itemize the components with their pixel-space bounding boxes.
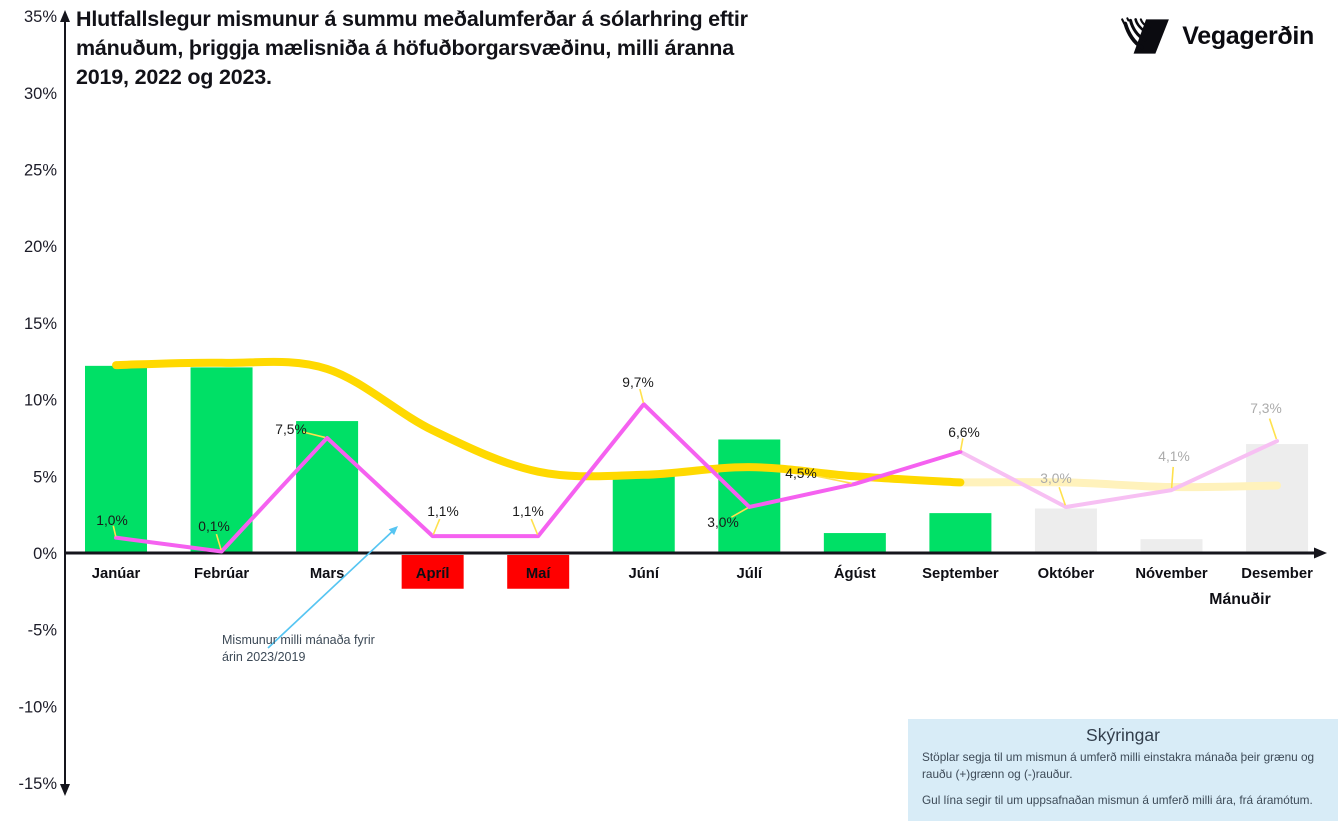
annotation-arrow-line	[267, 527, 397, 649]
label-leader-line	[432, 518, 441, 535]
label-leader-line	[1058, 487, 1067, 506]
monthly-line-solid	[114, 402, 963, 554]
month-label-apríl: Apríl	[416, 566, 450, 582]
chart-title-line2: mánuðum, þriggja mælisniða á höfuðborgar…	[76, 36, 734, 60]
point-label-september: 6,6%	[948, 425, 979, 440]
label-leader-line	[1170, 466, 1174, 489]
label-leader-line	[818, 475, 852, 485]
annotation-arrow	[267, 526, 398, 649]
month-label-mars: Mars	[310, 566, 345, 582]
label-leader-line	[530, 518, 539, 535]
month-label-október: Október	[1038, 566, 1095, 582]
y-tick-labels: 35% 30% 25% 20% 15% 10% 5% 0% -5% -10% -15%	[18, 8, 57, 793]
label-leader-line	[1268, 418, 1278, 440]
y-tick-10%: 10%	[24, 392, 57, 410]
bar-júní	[612, 474, 675, 553]
legend-text-bars: Stöplar segja til um mismun á umferð mil…	[922, 750, 1315, 781]
cumulative-line-group	[112, 357, 1282, 492]
bar-apríl	[401, 555, 464, 589]
monthly-line-group	[114, 402, 1280, 554]
bar-júlí	[718, 439, 781, 553]
point-label-maí: 1,1%	[512, 504, 543, 519]
x-tick-labels: Janúar Febrúar Mars Apríl Maí Júní Júlí Ágúst Se…	[92, 565, 1313, 582]
y-tick-25%: 25%	[24, 162, 57, 180]
annotation-arrow-head	[388, 526, 398, 536]
bar-september	[929, 513, 992, 553]
bar-ágúst	[823, 533, 886, 553]
month-label-júní: Júní	[629, 566, 660, 582]
label-leader-line	[215, 533, 222, 551]
point-label-ágúst: 4,5%	[785, 466, 816, 481]
bar-janúar	[85, 365, 147, 553]
y-tick-20%: 20%	[24, 238, 57, 256]
vegagerdin-logo: Vegagerðin	[1118, 14, 1314, 58]
vegagerdin-logo-icon	[1121, 17, 1170, 54]
cumulative-line-solid	[112, 357, 965, 487]
label-leader-line	[959, 438, 964, 451]
y-tick--5%: -5%	[28, 622, 58, 640]
label-leader-line	[639, 388, 645, 404]
bar-mars	[296, 421, 359, 553]
bar-nóvember	[1140, 539, 1203, 553]
x-axis-arrow-right	[1314, 547, 1327, 559]
bar-desember	[1246, 444, 1309, 553]
label-leader-line	[112, 525, 117, 537]
y-tick--15%: -15%	[18, 775, 57, 793]
chart-title-line3: 2019, 2022 og 2023.	[76, 65, 272, 89]
month-label-nóvember: Nóvember	[1135, 566, 1208, 582]
bar-maí	[507, 555, 570, 589]
y-tick-35%: 35%	[24, 8, 57, 26]
axes-group	[60, 10, 1327, 796]
chart-title: Hlutfallslegur mismunur á summu meðalumf…	[76, 5, 916, 92]
y-tick--10%: -10%	[18, 698, 57, 716]
point-label-desember: 7,3%	[1250, 401, 1281, 416]
point-label-júní: 9,7%	[622, 375, 653, 390]
point-label-febrúar: 0,1%	[198, 519, 229, 534]
point-label-júlí: 3,0%	[707, 515, 738, 530]
point-label-nóvember: 4,1%	[1158, 449, 1189, 464]
cumulative-line-faded	[956, 478, 1282, 492]
month-label-júlí: Júlí	[737, 566, 763, 582]
month-label-september: September	[922, 566, 999, 582]
y-tick-0%: 0%	[33, 545, 57, 563]
point-label-apríl: 1,1%	[427, 504, 458, 519]
chart-title-line1: Hlutfallslegur mismunur á summu meðalumf…	[76, 7, 748, 31]
bars-group	[85, 365, 1309, 589]
line-annotation-label: Mismunur milli mánaða fyrir árin 2023/20…	[222, 633, 375, 665]
y-axis-arrow-down	[60, 784, 70, 796]
point-label-janúar: 1,0%	[96, 513, 127, 528]
month-label-maí: Maí	[526, 566, 552, 582]
point-label-október: 3,0%	[1040, 471, 1071, 486]
label-leader-line	[302, 431, 326, 439]
month-label-desember: Desember	[1241, 566, 1313, 582]
legend-box: Skýringar Stöplar segja til um mismun á …	[908, 719, 1338, 821]
monthly-line-faded	[958, 439, 1280, 509]
bar-febrúar	[190, 367, 253, 553]
label-leader-line	[731, 507, 749, 518]
month-label-ágúst: Ágúst	[834, 565, 876, 582]
y-axis-arrow-up	[60, 10, 70, 22]
month-label-janúar: Janúar	[92, 566, 141, 582]
legend-title: Skýringar	[1086, 725, 1160, 745]
y-tick-5%: 5%	[33, 468, 57, 486]
x-axis-title: Mánuðir	[1209, 591, 1270, 608]
bar-október	[1034, 508, 1097, 553]
point-labels-group: 1,0% 0,1% 7,5% 1,1% 1,1% 9,7% 3,0% 4,5% 6,6% 3,0%…	[96, 375, 1282, 551]
legend-text-yellow-line: Gul lína segir til um uppsafnaðan mismun…	[922, 793, 1313, 808]
vegagerdin-logo-text: Vegagerðin	[1182, 21, 1314, 50]
month-label-febrúar: Febrúar	[194, 566, 249, 582]
y-tick-30%: 30%	[24, 85, 57, 103]
y-tick-15%: 15%	[24, 315, 57, 333]
point-label-mars: 7,5%	[275, 422, 306, 437]
